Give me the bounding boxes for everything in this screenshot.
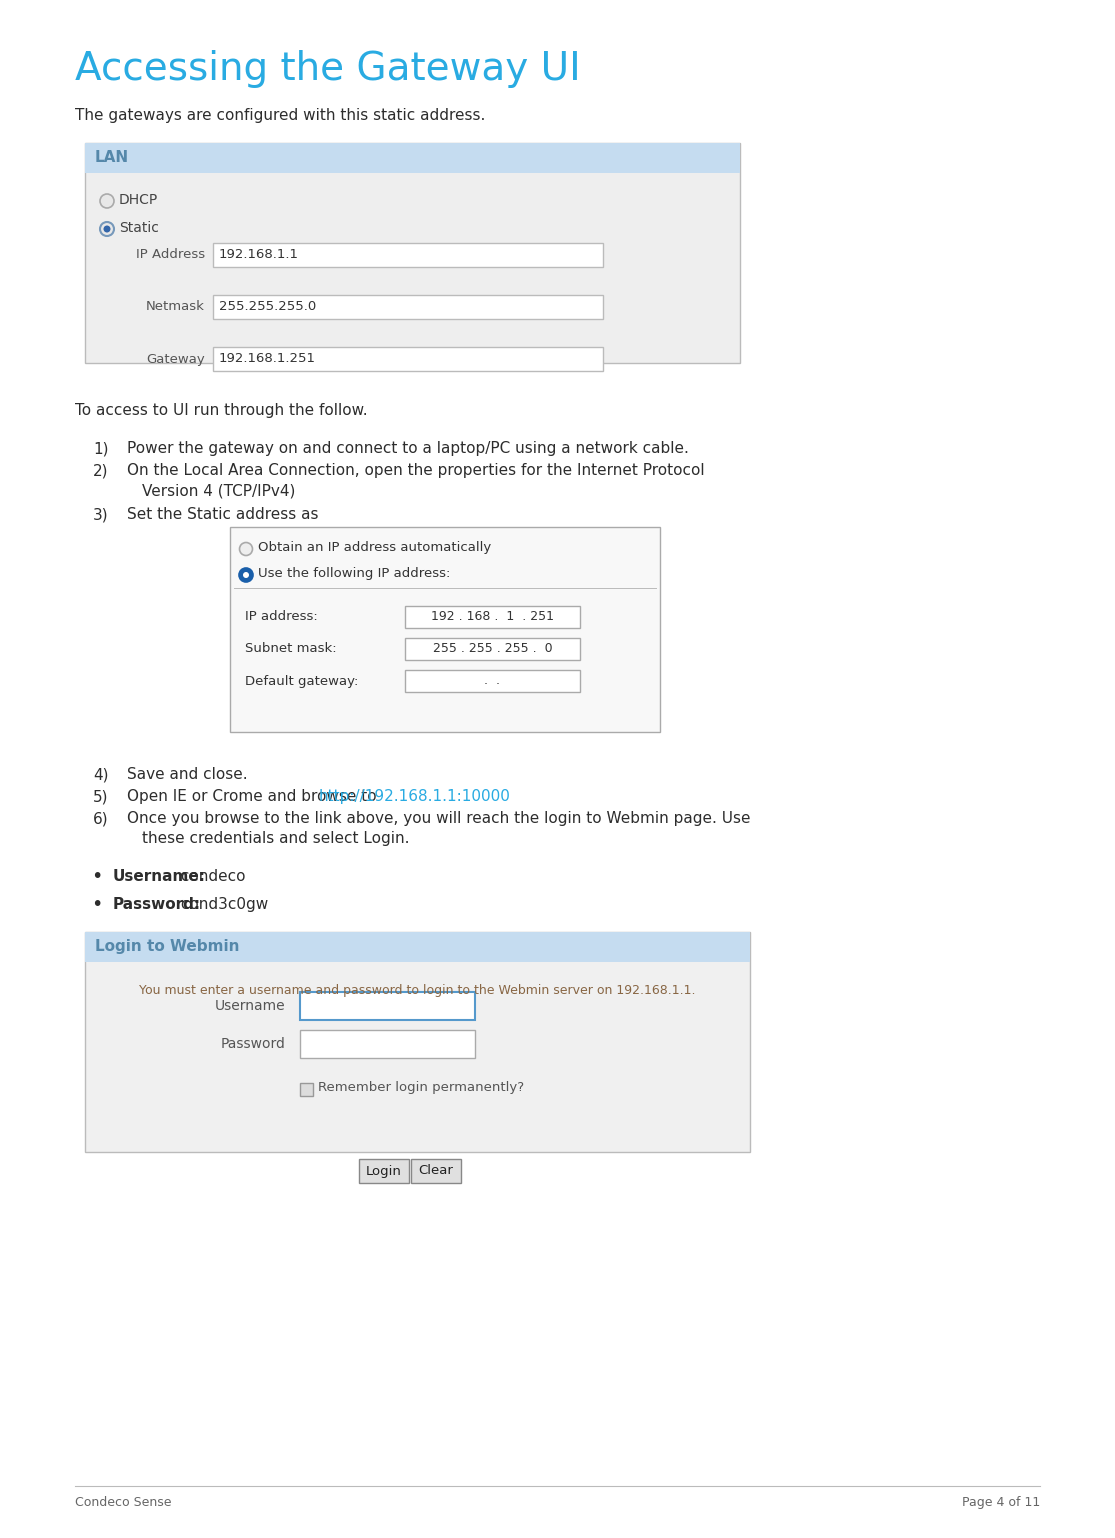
Text: Power the gateway on and connect to a laptop/PC using a network cable.: Power the gateway on and connect to a la… xyxy=(127,441,689,455)
Circle shape xyxy=(239,568,253,581)
Text: 255.255.255.0: 255.255.255.0 xyxy=(219,300,317,314)
Circle shape xyxy=(243,572,249,578)
Text: Password:: Password: xyxy=(113,897,201,912)
Text: cond3c0gw: cond3c0gw xyxy=(176,897,269,912)
Text: Version 4 (TCP/IPv4): Version 4 (TCP/IPv4) xyxy=(142,483,295,498)
Text: 255 . 255 . 255 .  0: 255 . 255 . 255 . 0 xyxy=(433,643,552,655)
Text: DHCP: DHCP xyxy=(119,192,158,208)
Circle shape xyxy=(100,194,114,208)
Bar xyxy=(85,932,750,961)
Text: condeco: condeco xyxy=(176,869,245,884)
Text: Use the following IP address:: Use the following IP address: xyxy=(258,568,450,580)
FancyBboxPatch shape xyxy=(300,1083,313,1097)
Text: .  .: . . xyxy=(476,675,508,687)
Text: Username:: Username: xyxy=(113,869,206,884)
Text: Login to Webmin: Login to Webmin xyxy=(95,940,240,954)
Text: IP address:: IP address: xyxy=(245,611,318,623)
Text: 192.168.1.1: 192.168.1.1 xyxy=(219,249,299,261)
FancyBboxPatch shape xyxy=(213,295,603,318)
Text: Password: Password xyxy=(220,1037,285,1050)
Text: http://192.168.1.1:10000: http://192.168.1.1:10000 xyxy=(319,789,511,804)
Text: 3): 3) xyxy=(93,508,108,521)
FancyBboxPatch shape xyxy=(300,1030,475,1058)
Text: these credentials and select Login.: these credentials and select Login. xyxy=(142,831,409,846)
Text: Open IE or Crome and browse to: Open IE or Crome and browse to xyxy=(127,789,381,804)
Text: To access to UI run through the follow.: To access to UI run through the follow. xyxy=(75,403,368,418)
Text: •: • xyxy=(91,895,103,914)
Text: Obtain an IP address automatically: Obtain an IP address automatically xyxy=(258,541,492,555)
Text: 5): 5) xyxy=(93,789,108,804)
FancyBboxPatch shape xyxy=(230,528,660,732)
Text: 6): 6) xyxy=(93,811,108,826)
Text: 1): 1) xyxy=(93,441,108,455)
Text: Gateway: Gateway xyxy=(146,352,205,366)
Text: Accessing the Gateway UI: Accessing the Gateway UI xyxy=(75,51,581,88)
Text: Clear: Clear xyxy=(418,1164,453,1178)
Text: Set the Static address as: Set the Static address as xyxy=(127,508,319,521)
Circle shape xyxy=(240,543,252,555)
FancyBboxPatch shape xyxy=(405,638,580,660)
FancyBboxPatch shape xyxy=(359,1160,408,1183)
Text: LAN: LAN xyxy=(95,151,129,165)
FancyBboxPatch shape xyxy=(405,606,580,628)
FancyBboxPatch shape xyxy=(85,143,740,363)
Text: 192.168.1.251: 192.168.1.251 xyxy=(219,352,316,366)
Text: •: • xyxy=(91,867,103,886)
Text: Static: Static xyxy=(119,221,158,235)
Text: You must enter a username and password to login to the Webmin server on 192.168.: You must enter a username and password t… xyxy=(139,984,696,997)
Text: Subnet mask:: Subnet mask: xyxy=(245,643,337,655)
Text: Username: Username xyxy=(214,1000,285,1014)
Text: Default gateway:: Default gateway: xyxy=(245,675,358,687)
Text: IP Address: IP Address xyxy=(136,249,205,261)
FancyBboxPatch shape xyxy=(405,671,580,692)
FancyBboxPatch shape xyxy=(213,348,603,371)
Text: 192 . 168 .  1  . 251: 192 . 168 . 1 . 251 xyxy=(432,611,554,623)
Circle shape xyxy=(100,221,114,235)
Text: 2): 2) xyxy=(93,463,108,478)
FancyBboxPatch shape xyxy=(300,992,475,1020)
Text: Condeco Sense: Condeco Sense xyxy=(75,1496,172,1509)
FancyBboxPatch shape xyxy=(85,932,750,1152)
Text: 4): 4) xyxy=(93,767,108,781)
Text: Netmask: Netmask xyxy=(146,300,205,314)
Text: Login: Login xyxy=(366,1164,401,1178)
Text: Once you browse to the link above, you will reach the login to Webmin page. Use: Once you browse to the link above, you w… xyxy=(127,811,750,826)
Circle shape xyxy=(104,226,110,232)
Bar xyxy=(85,143,740,172)
Text: On the Local Area Connection, open the properties for the Internet Protocol: On the Local Area Connection, open the p… xyxy=(127,463,705,478)
Text: Page 4 of 11: Page 4 of 11 xyxy=(962,1496,1040,1509)
Text: Remember login permanently?: Remember login permanently? xyxy=(318,1081,524,1095)
Text: Save and close.: Save and close. xyxy=(127,767,248,781)
FancyBboxPatch shape xyxy=(410,1160,460,1183)
FancyBboxPatch shape xyxy=(213,243,603,268)
Text: The gateways are configured with this static address.: The gateways are configured with this st… xyxy=(75,108,485,123)
